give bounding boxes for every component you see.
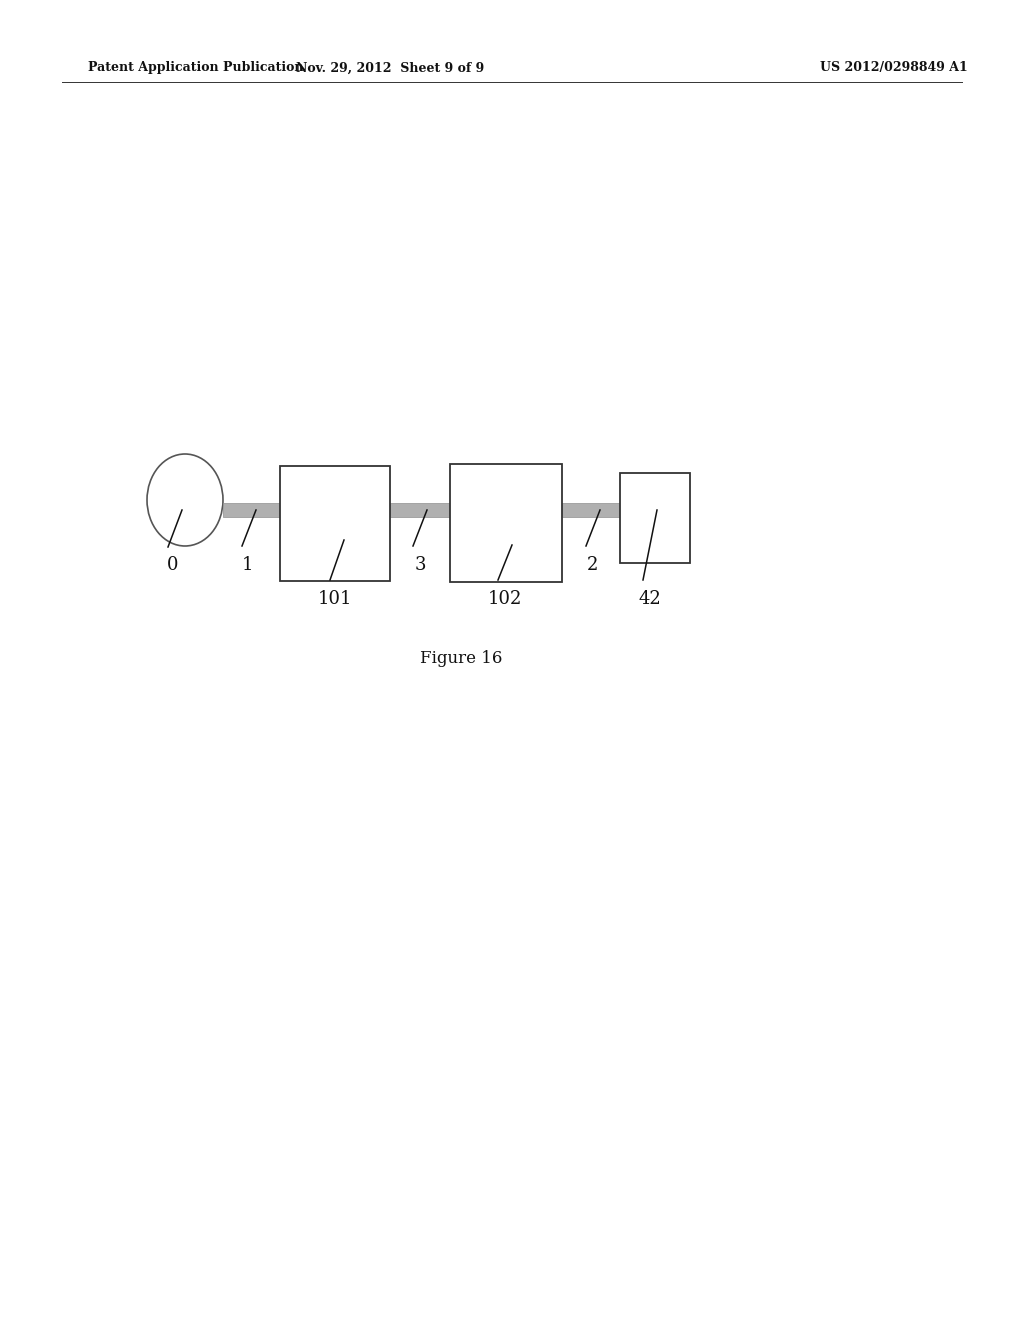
Text: 1: 1 <box>243 556 254 574</box>
Bar <box>450 465 562 582</box>
Text: 3: 3 <box>415 556 426 574</box>
Bar <box>390 503 450 517</box>
Text: 0: 0 <box>167 556 179 574</box>
Text: 2: 2 <box>587 556 598 574</box>
Text: Figure 16: Figure 16 <box>420 649 502 667</box>
Text: US 2012/0298849 A1: US 2012/0298849 A1 <box>820 62 968 74</box>
Bar <box>280 466 390 581</box>
Text: 102: 102 <box>487 590 522 609</box>
Text: Patent Application Publication: Patent Application Publication <box>88 62 303 74</box>
Bar <box>620 473 690 564</box>
Text: 101: 101 <box>317 590 352 609</box>
Bar <box>562 503 620 517</box>
Text: Nov. 29, 2012  Sheet 9 of 9: Nov. 29, 2012 Sheet 9 of 9 <box>296 62 484 74</box>
Bar <box>223 503 280 517</box>
Text: 42: 42 <box>639 590 662 609</box>
